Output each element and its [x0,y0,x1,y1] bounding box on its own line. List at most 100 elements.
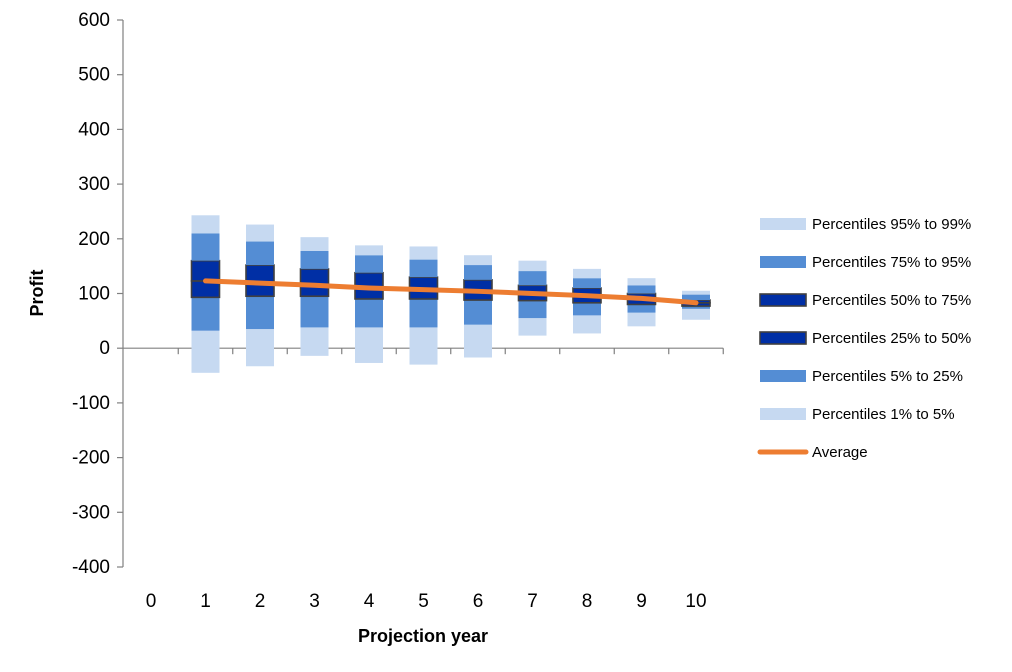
band-p5-p25 [409,298,438,328]
legend-swatch [760,218,806,230]
band-p95-p99 [191,215,220,234]
band-p1-p5 [682,308,710,320]
band-p95-p99 [518,260,547,272]
legend-item: Percentiles 1% to 5% [760,406,955,423]
band-p5-p25 [682,306,710,309]
y-tick-label: 0 [99,338,110,359]
band-p95-p99 [573,268,601,279]
y-tick-label: -400 [72,557,110,578]
legend-swatch [759,331,807,345]
y-tick-label: -200 [72,448,110,469]
legend-label: Percentiles 75% to 95% [812,254,971,271]
legend-label: Percentiles 95% to 99% [812,216,971,233]
band-p1-p5 [191,330,220,373]
average-line-group [203,278,699,306]
year-7-box [517,260,548,336]
year-5-box [408,246,439,365]
band-p5-p25 [246,296,274,330]
x-tick-label: 8 [582,591,593,612]
band-p75-p95 [682,294,710,301]
band-p5-p25 [300,296,329,328]
y-tick-label: 600 [78,10,110,31]
plot-area: 600 500 400 300 200 100 0 -100 -200 -300 -400 0 1 2 3… [72,10,724,612]
x-axis: 0 1 2 3 4 5 6 7 8 9 10 [123,347,724,612]
band-p75-p95 [518,271,547,286]
band-p75-p95 [355,255,383,273]
band-p95-p99 [409,246,438,260]
band-p1-p5 [300,327,329,356]
band-p95-p99 [627,278,656,286]
band-p95-p99 [355,245,383,256]
y-tick-label: 400 [78,119,110,140]
legend-label: Average [812,444,868,461]
year-8-box [572,268,602,334]
legend-label: Percentiles 50% to 75% [812,292,971,309]
year-9-box [626,278,657,327]
year-3-box [299,237,330,356]
band-p75-p95 [246,241,274,266]
year-1-box [190,215,221,373]
legend-item: Average [757,444,868,461]
band-p75-p95 [409,259,438,278]
y-tick-label: 200 [78,229,110,250]
band-p95-p99 [246,224,274,242]
legend-label: Percentiles 5% to 25% [812,368,963,385]
year-4-box [354,245,384,363]
band-p50-p75 [299,268,330,286]
legend-label: Percentiles 1% to 5% [812,406,955,423]
y-tick-label: 100 [78,284,110,305]
x-tick-label: 6 [473,591,484,612]
band-p1-p5 [464,324,492,358]
legend-swatch [760,408,806,420]
x-axis-title: Projection year [358,626,488,646]
band-p1-p5 [518,318,547,336]
y-tick-label: 300 [78,174,110,195]
x-tick-label: 7 [527,591,538,612]
band-p5-p25 [627,304,656,313]
band-p1-p5 [409,327,438,365]
band-p1-p5 [573,315,601,334]
y-tick-label: -300 [72,502,110,523]
band-p1-p5 [246,329,274,367]
x-tick-label: 0 [146,591,157,612]
x-tick-label: 10 [685,591,706,612]
legend-swatch [760,256,806,268]
x-tick-label: 5 [418,591,429,612]
band-p75-p95 [464,265,492,280]
average-line [203,278,699,306]
y-tick-label: -100 [72,393,110,414]
legend-swatch [759,293,807,307]
band-p5-p25 [355,298,383,328]
y-axis: 600 500 400 300 200 100 0 -100 -200 -300 -400 [72,10,124,578]
band-p5-p25 [573,302,601,316]
band-p75-p95 [191,233,220,261]
band-p75-p95 [573,278,601,289]
band-p95-p99 [464,255,492,266]
band-p5-p25 [191,297,220,331]
legend-item: Percentiles 5% to 25% [760,368,963,385]
legend-label: Percentiles 25% to 50% [812,330,971,347]
legend-item: Percentiles 75% to 95% [760,254,971,271]
y-tick-label: 500 [78,65,110,86]
band-p1-p5 [627,312,656,327]
y-axis-title: Profit [27,269,47,316]
band-p5-p25 [518,300,547,319]
x-tick-label: 2 [255,591,266,612]
x-tick-label: 3 [309,591,320,612]
x-tick-label: 4 [364,591,375,612]
band-p50-p75 [190,259,221,282]
percentile-boxes [190,215,711,373]
year-6-box [463,255,493,358]
band-p75-p95 [627,285,656,294]
band-p75-p95 [300,250,329,269]
legend-item: Percentiles 95% to 99% [760,216,971,233]
band-p50-p75 [245,264,275,284]
x-tick-label: 9 [636,591,647,612]
x-tick-label: 1 [200,591,211,612]
legend: Percentiles 95% to 99% Percentiles 75% to… [757,216,971,461]
band-p95-p99 [300,237,329,251]
legend-item: Percentiles 50% to 75% [759,292,971,309]
band-p1-p5 [355,327,383,363]
band-p5-p25 [464,300,492,325]
